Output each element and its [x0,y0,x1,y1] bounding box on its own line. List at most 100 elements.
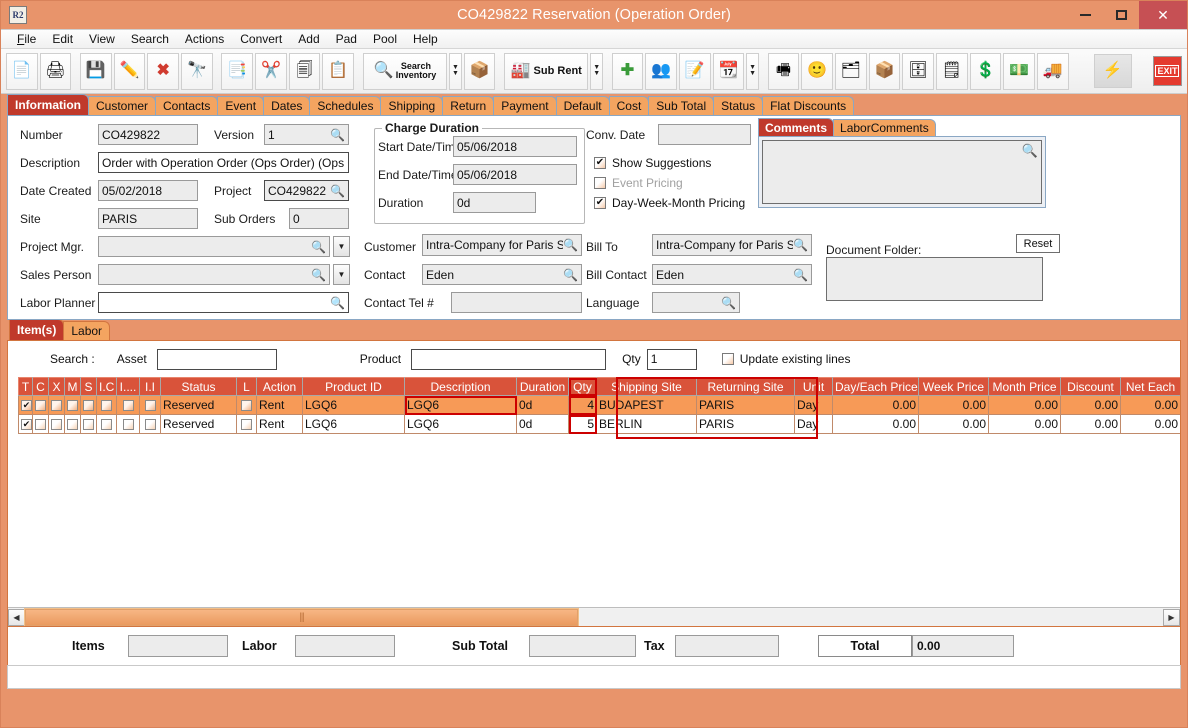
row-checkbox-ii[interactable] [144,400,156,412]
save-icon[interactable]: 💾 [80,52,112,90]
column-header-returning-site[interactable]: Returning Site [696,377,795,396]
print-group-icon[interactable]: 🖷 [767,52,800,90]
menu-pad[interactable]: Pad [335,32,357,46]
comments-textarea[interactable]: 🔍 [762,140,1042,204]
find-binoculars-icon[interactable]: 🔭 [181,52,213,90]
cell-discount[interactable]: 0.00 [1060,414,1121,434]
column-header-i[interactable]: I.... [116,377,140,396]
tab-sub-total[interactable]: Sub Total [648,96,715,115]
project-field[interactable]: CO429822 🔍 [264,180,349,201]
cell-returning-site[interactable]: PARIS [696,395,795,415]
cell-net-each[interactable]: 0.00 [1120,414,1180,434]
scroll-left-button[interactable]: ◀ [8,608,25,626]
column-header-i-i[interactable]: I.I [139,377,161,396]
cell-check[interactable] [80,414,97,434]
minimize-button[interactable] [1067,1,1103,29]
box-arrow-icon[interactable]: 📦 [868,52,901,90]
cell-check[interactable] [139,414,161,434]
delete-icon[interactable]: ✖ [147,52,180,90]
crew-help-icon[interactable]: 👥 [645,52,677,90]
update-existing-lines-checkbox[interactable]: Update existing lines [721,352,850,366]
cell-unit[interactable]: Day [794,395,833,415]
cell-status[interactable]: Reserved [160,414,237,434]
cell-check[interactable] [80,395,97,415]
bill-contact-search-icon[interactable]: 🔍 [793,267,808,282]
column-header-i-c[interactable]: I.C [96,377,117,396]
row-checkbox-s[interactable] [83,400,94,412]
cell-product-id[interactable]: LGQ6 [302,395,405,415]
row-checkbox-c[interactable] [35,419,46,431]
column-header-l[interactable]: L [236,377,257,396]
cell-check[interactable]: ✔ [18,414,33,434]
cell-discount[interactable]: 0.00 [1060,395,1121,415]
column-header-net-each[interactable]: Net Each [1120,377,1180,396]
version-field[interactable]: 1 🔍 [264,124,349,145]
project-mgr-dropdown-icon[interactable]: ▼ [333,236,350,257]
column-header-duration[interactable]: Duration [516,377,569,396]
menu-view[interactable]: View [89,32,115,46]
sales-person-dropdown-icon[interactable]: ▼ [333,264,350,285]
project-mgr-search-icon[interactable]: 🔍 [311,239,326,254]
cell-day-each-price[interactable]: 0.00 [832,395,919,415]
column-header-status[interactable]: Status [160,377,237,396]
row-checkbox-x[interactable] [51,419,62,431]
cell-check[interactable]: ✔ [18,395,33,415]
cell-day-each-price[interactable]: 0.00 [832,414,919,434]
cell-qty[interactable]: 5 [568,414,597,434]
bill-to-search-icon[interactable]: 🔍 [793,238,808,252]
show-suggestions-checkbox[interactable]: ✔ Show Suggestions [594,156,711,170]
scroll-track[interactable]: ||| [24,607,1163,626]
contact-tel-field[interactable] [451,292,582,313]
tab-return[interactable]: Return [442,96,495,115]
total-button[interactable]: Total [818,635,912,657]
tab-labor[interactable]: Labor [63,321,111,340]
money-transfer-icon[interactable]: 💲 [969,52,1002,90]
tab-customer[interactable]: Customer [88,96,157,115]
print-icon[interactable]: 🖨 [39,52,72,90]
cell-qty[interactable]: 4 [568,395,597,415]
truck-icon[interactable]: 🚚 [1036,52,1069,90]
sub-rent-dropdown-icon[interactable]: ▼ ▼ [590,52,603,90]
menu-convert[interactable]: Convert [240,32,283,46]
cell-week-price[interactable]: 0.00 [918,395,989,415]
sub-rent-button[interactable]: 🏭 Sub Rent [504,52,589,90]
row-checkbox-m[interactable] [67,400,78,412]
notepad-pencil-icon[interactable]: 📝 [678,52,711,90]
menu-edit[interactable]: Edit [52,32,74,46]
calendar-icon[interactable]: 📆 [712,52,745,90]
description-field[interactable]: Order with Operation Order (Ops Order) (… [98,152,349,173]
new-document-icon[interactable]: 📄 [6,52,38,90]
calendar-dropdown-icon[interactable]: ▼ ▼ [746,52,759,90]
row-checkbox-x[interactable] [51,400,62,412]
row-checkbox-l[interactable] [241,419,252,431]
labor-planner-field[interactable]: 🔍 [98,292,349,313]
cell-action[interactable]: Rent [256,414,303,434]
customer-field[interactable]: Intra-Company for Paris Site 🔍 [422,234,582,256]
date-created-field[interactable]: 05/02/2018 [98,180,198,201]
cell-month-price[interactable]: 0.00 [988,395,1061,415]
column-header-t[interactable]: T [18,377,33,396]
folder-clock-icon[interactable]: 🗂 [834,52,867,90]
language-field[interactable]: 🔍 [652,292,740,313]
project-search-icon[interactable]: 🔍 [330,183,345,198]
cell-action[interactable]: Rent [256,395,303,415]
cell-check[interactable] [116,395,140,415]
site-field[interactable]: PARIS [98,208,198,229]
tab-contacts[interactable]: Contacts [155,96,219,115]
menu-add[interactable]: Add [298,32,320,46]
tab-payment[interactable]: Payment [493,96,557,115]
column-header-shipping-site[interactable]: Shipping Site [596,377,697,396]
cell-l[interactable] [236,395,257,415]
row-checkbox-i[interactable] [122,419,134,431]
cell-returning-site[interactable]: PARIS [696,414,795,434]
cut-scissors-icon[interactable]: ✂️ [255,52,287,90]
tab-information[interactable]: Information [7,94,89,115]
tab-items[interactable]: Item(s) [9,319,65,340]
edit-pencil-icon[interactable]: ✏️ [113,52,146,90]
tab-dates[interactable]: Dates [263,96,311,115]
customer-search-icon[interactable]: 🔍 [563,238,578,252]
cell-description[interactable]: LGQ6 [404,395,517,415]
column-header-description[interactable]: Description [404,377,517,396]
row-checkbox-m[interactable] [67,419,78,431]
column-header-action[interactable]: Action [256,377,303,396]
